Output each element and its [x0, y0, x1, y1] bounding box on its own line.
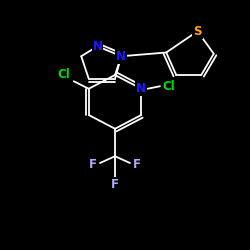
Text: Cl: Cl — [162, 80, 175, 93]
Text: N: N — [92, 40, 102, 53]
Text: N: N — [116, 50, 126, 63]
Text: F: F — [89, 158, 97, 172]
Text: F: F — [111, 178, 119, 191]
Text: N: N — [136, 82, 146, 95]
Text: S: S — [193, 25, 202, 38]
Text: Cl: Cl — [57, 68, 70, 82]
Text: F: F — [133, 158, 141, 172]
